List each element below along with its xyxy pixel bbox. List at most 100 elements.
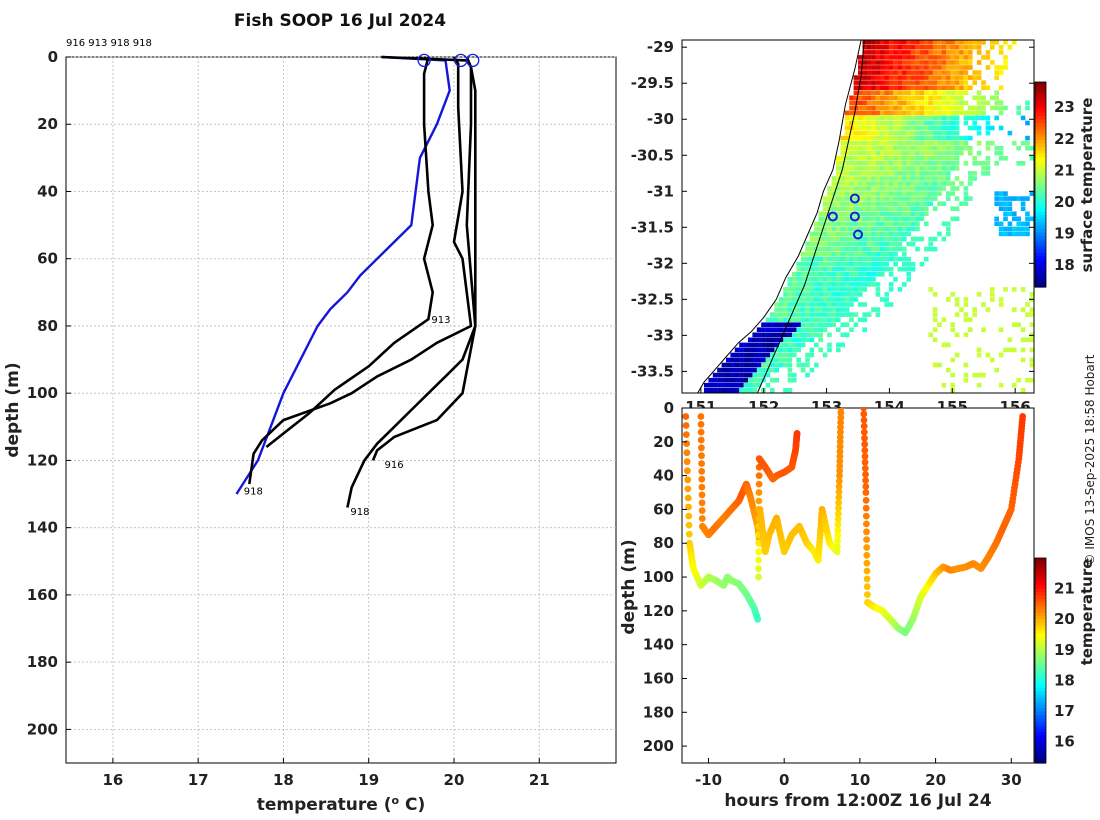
sst-pixel xyxy=(915,100,920,106)
sst-pixel xyxy=(937,125,942,131)
sst-pixel xyxy=(814,302,819,307)
sst-pixel xyxy=(915,196,920,201)
sst-colorbar-segment xyxy=(1035,119,1046,124)
sst-pixel xyxy=(902,216,907,222)
shelf-isobath xyxy=(756,40,865,393)
sst-pixel xyxy=(853,110,859,116)
sst-pixel xyxy=(880,272,885,277)
sst-pixel xyxy=(932,196,938,201)
sst-pixel xyxy=(822,231,828,237)
sst-pixel xyxy=(963,161,969,166)
section-data-point xyxy=(834,510,842,518)
sst-pixel xyxy=(1029,312,1034,317)
sst-pixel xyxy=(897,65,903,70)
sst-pixel xyxy=(888,80,894,85)
sst-pixel xyxy=(932,60,938,65)
sst-pixel xyxy=(875,206,881,211)
sst-pixel xyxy=(897,115,903,121)
sst-pixel xyxy=(831,322,837,327)
sst-pixel xyxy=(950,90,955,95)
sst-pixel xyxy=(822,241,828,247)
sst-pixel xyxy=(818,277,823,282)
sst-pixel xyxy=(998,382,1004,388)
sst-pixel xyxy=(954,45,960,50)
sst-pixel xyxy=(765,372,771,378)
sst-pixel xyxy=(924,211,929,217)
sst-pixel xyxy=(844,166,850,171)
sst-pixel xyxy=(910,176,916,181)
sst-pixel xyxy=(919,140,925,146)
sst-pixel xyxy=(932,337,938,343)
profile-x-tick-label: 16 xyxy=(102,771,123,789)
sst-pixel xyxy=(1012,40,1017,45)
sst-pixel xyxy=(893,100,898,106)
sst-pixel xyxy=(902,150,907,156)
sst-pixel xyxy=(910,221,916,227)
sst-colorbar-segment xyxy=(1035,208,1046,213)
section-data-point xyxy=(836,467,843,475)
sst-pixel xyxy=(796,357,801,363)
sst-pixel xyxy=(827,277,832,282)
sst-pixel xyxy=(1007,221,1013,227)
sst-pixel xyxy=(888,231,894,237)
sst-pixel xyxy=(875,241,881,247)
sst-pixel xyxy=(818,282,823,287)
sst-pixel xyxy=(836,241,841,247)
section-data-point xyxy=(862,477,869,484)
sst-pixel xyxy=(919,65,925,70)
sst-pixel xyxy=(950,181,955,186)
sst-pixel xyxy=(858,125,863,131)
sst-pixel xyxy=(915,130,920,136)
sst-pixel xyxy=(849,287,854,292)
sst-pixel xyxy=(937,75,942,80)
sst-pixel xyxy=(884,171,889,176)
sst-pixel xyxy=(778,307,784,312)
sst-pixel xyxy=(866,251,872,257)
sst-pixel xyxy=(919,115,925,121)
figure-title: Fish SOOP 16 Jul 2024 xyxy=(234,11,446,31)
section-data-point xyxy=(697,428,705,436)
sst-pixel xyxy=(897,201,903,206)
sst-pixel xyxy=(902,166,907,171)
sst-pixel xyxy=(1012,322,1017,327)
sst-pixel xyxy=(990,40,995,45)
sst-pixel xyxy=(1020,287,1026,292)
sst-pixel xyxy=(937,45,942,50)
sst-pixel xyxy=(915,75,920,80)
sst-pixel xyxy=(919,100,925,106)
sst-pixel xyxy=(1007,226,1013,232)
sst-pixel xyxy=(853,231,859,237)
section-data-point xyxy=(836,433,844,441)
sst-pixel xyxy=(919,75,925,80)
sst-pixel xyxy=(950,100,955,106)
sst-pixel xyxy=(893,277,898,282)
sst-pixel xyxy=(858,100,863,106)
profile-y-tick-label: 140 xyxy=(27,519,58,537)
sst-colorbar-tick-label: 22 xyxy=(1054,130,1075,148)
sst-pixel xyxy=(893,80,898,85)
sst-pixel xyxy=(954,110,960,116)
sst-pixel xyxy=(972,156,977,161)
sst-pixel xyxy=(937,176,942,181)
sst-colorbar-segment xyxy=(1035,215,1046,220)
sst-pixel xyxy=(1025,140,1030,146)
sst-pixel xyxy=(862,156,867,161)
sst-pixel xyxy=(888,50,894,55)
sst-pixel xyxy=(849,105,854,111)
sst-pixel xyxy=(752,372,757,378)
temperature-colorbar-segment xyxy=(1035,732,1046,737)
sst-pixel xyxy=(748,357,753,363)
sst-pixel xyxy=(897,105,903,111)
sst-pixel xyxy=(968,60,973,65)
sst-pixel xyxy=(906,150,911,156)
sst-pixel xyxy=(844,181,850,186)
sst-pixel xyxy=(805,322,810,327)
sst-pixel xyxy=(761,362,766,368)
sst-pixel xyxy=(884,120,889,126)
sst-pixel xyxy=(809,241,815,247)
sst-pixel xyxy=(849,302,854,307)
sst-pixel xyxy=(950,130,955,136)
sst-colorbar-segment xyxy=(1035,191,1046,196)
sst-pixel xyxy=(1025,337,1030,343)
sst-pixel xyxy=(906,125,911,131)
